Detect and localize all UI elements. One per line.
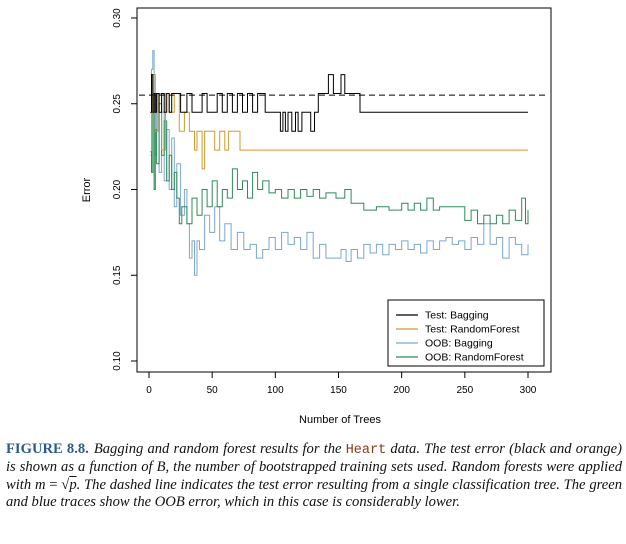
caption-text-1: Bagging and random forest results for th… bbox=[93, 441, 342, 457]
series-line-test-randomforest bbox=[150, 74, 528, 170]
figure-caption: FIGURE 8.8. Bagging and random forest res… bbox=[6, 441, 622, 512]
legend: Test: Bagging Test: RandomForest OOB: Bagg… bbox=[387, 299, 545, 367]
x-tick-label: 150 bbox=[330, 385, 347, 396]
sqrt-symbol: √ bbox=[61, 476, 70, 493]
y-axis-label: Error bbox=[81, 177, 93, 202]
series-line-test-bagging bbox=[150, 74, 528, 132]
y-axis: 0.10 0.15 0.20 0.25 0.30 bbox=[112, 8, 137, 371]
legend-box bbox=[387, 299, 545, 367]
y-tick-label: 0.10 bbox=[112, 351, 123, 371]
caption-text-2: data. The test error (black and orange) … bbox=[6, 441, 622, 476]
y-tick-label: 0.15 bbox=[112, 265, 123, 285]
caption-text-4: . The dashed line indicates the test err… bbox=[6, 476, 622, 511]
caption-text-3: , the number of bootstrapped training se… bbox=[6, 459, 623, 493]
y-tick-label: 0.30 bbox=[112, 8, 123, 28]
x-tick-label: 0 bbox=[146, 385, 152, 396]
variable-b: B bbox=[156, 459, 166, 476]
legend-label: OOB: RandomForest bbox=[425, 352, 524, 364]
x-axis-label: Number of Trees bbox=[299, 414, 381, 426]
x-tick-label: 50 bbox=[207, 385, 219, 396]
dataset-name: Heart bbox=[345, 443, 387, 458]
x-tick-label: 300 bbox=[520, 385, 537, 396]
figure-label: FIGURE 8.8. bbox=[6, 441, 89, 457]
plot-area bbox=[139, 50, 549, 276]
x-tick-label: 250 bbox=[456, 385, 473, 396]
formula-m: m bbox=[34, 476, 46, 493]
series-line-oob-bagging bbox=[150, 50, 529, 276]
figure-chart: 0 50 100 150 200 250 300 0.100.150.200.250.30 … bbox=[81, 7, 552, 426]
legend-label: Test: Bagging bbox=[425, 310, 489, 322]
x-axis: 0 50 100 150 200 250 300 bbox=[146, 372, 537, 396]
legend-label: Test: RandomForest bbox=[425, 324, 520, 336]
y-tick-label: 0.25 bbox=[112, 94, 123, 114]
x-tick-label: 200 bbox=[393, 385, 410, 396]
formula-equals: = bbox=[45, 476, 62, 493]
series-line-oob-randomforest bbox=[150, 103, 529, 225]
formula-p: p bbox=[69, 476, 77, 493]
x-tick-label: 100 bbox=[267, 385, 284, 396]
y-tick-label: 0.20 bbox=[112, 179, 123, 199]
legend-label: OOB: Bagging bbox=[425, 338, 493, 350]
